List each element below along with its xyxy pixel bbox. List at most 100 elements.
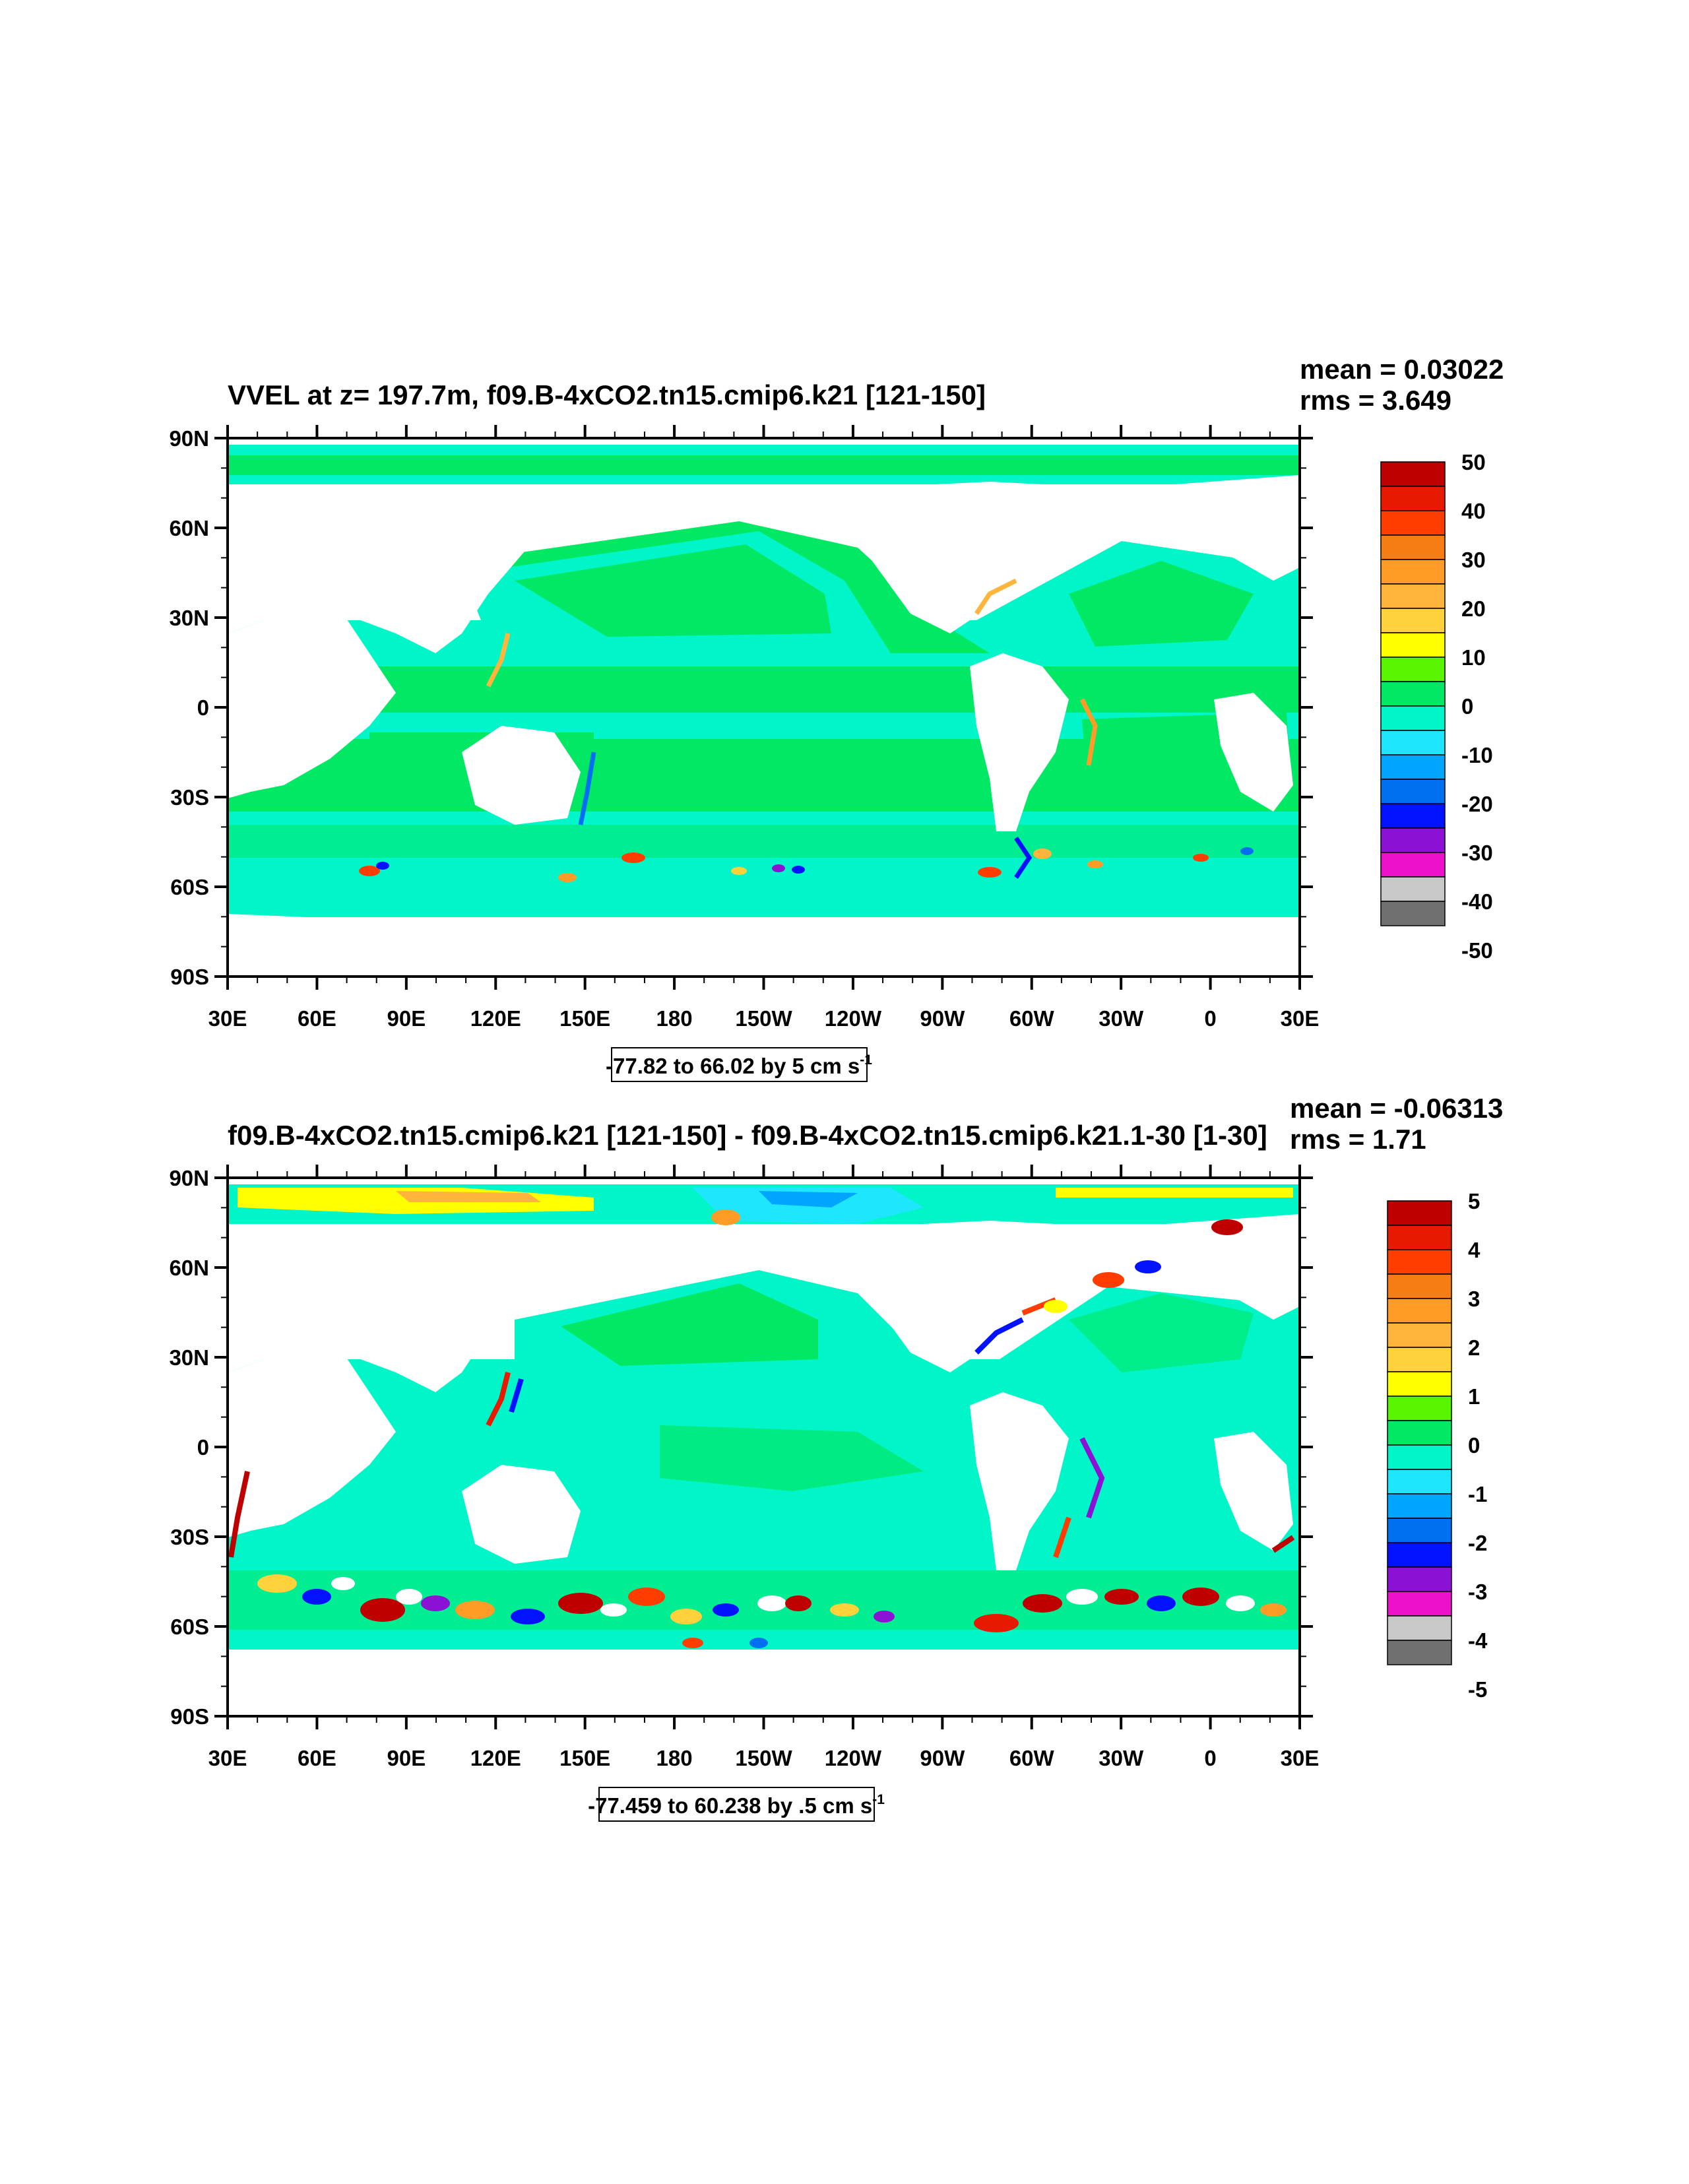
panel-bottom-info-sup: -1 <box>872 1792 885 1807</box>
colorbar-bottom-label: -1 <box>1468 1482 1487 1506</box>
bottom-lat-label: 0 <box>197 1435 209 1460</box>
bottom-lon-label: 30E <box>1281 1746 1320 1770</box>
bottom-lon-label: 90W <box>920 1746 965 1770</box>
colorbar-top-label: 50 <box>1461 450 1486 474</box>
colorbar-bottom-label: -3 <box>1468 1580 1487 1604</box>
colorbar-top-swatch <box>1380 705 1446 731</box>
colorbar-bottom-label: 5 <box>1468 1189 1480 1213</box>
colorbar-top-swatch <box>1380 754 1446 780</box>
colorbar-top-swatch <box>1380 901 1446 926</box>
colorbar-bottom-swatch <box>1387 1542 1452 1568</box>
colorbar-top-swatch <box>1380 461 1446 487</box>
colorbar-top-swatch <box>1380 632 1446 658</box>
bottom-lat-label: 90N <box>169 1166 209 1190</box>
bottom-lon-label: 60W <box>1009 1746 1055 1770</box>
colorbar-bottom: 5 4 3 2 1 0 -1 -2 -3 -4 -5 <box>1387 1189 1488 1702</box>
colorbar-top-label: -10 <box>1461 743 1493 767</box>
colorbar-top-swatch <box>1380 559 1446 585</box>
top-lon-label: 30E <box>1281 1006 1320 1031</box>
colorbar-bottom-swatch <box>1387 1493 1452 1519</box>
panel-bottom-mean: mean = -0.06313 <box>1290 1093 1503 1124</box>
panel-top-rms: rms = 3.649 <box>1300 385 1451 416</box>
colorbar-bottom-label: -2 <box>1468 1531 1487 1555</box>
colorbar-top-swatch <box>1380 779 1446 804</box>
top-lon-label: 150W <box>735 1006 792 1031</box>
panel-top: VVEL at z= 197.7m, f09.B-4xCO2.tn15.cmip… <box>169 354 1504 1082</box>
colorbar-top-swatch <box>1380 534 1446 560</box>
top-lon-label: 0 <box>1204 1006 1216 1031</box>
colorbar-bottom-swatch <box>1387 1615 1452 1641</box>
colorbar-bottom-label: 0 <box>1468 1433 1480 1458</box>
top-lon-label: 60E <box>298 1006 336 1031</box>
colorbar-top-swatch <box>1380 681 1446 707</box>
colorbar-top-swatch <box>1380 827 1446 853</box>
colorbar-top-swatch <box>1380 583 1446 609</box>
colorbar-top-swatch <box>1380 608 1446 633</box>
panel-top-info-box: -77.82 to 66.02 by 5 cm s-1 <box>606 1047 872 1082</box>
top-lon-label: 180 <box>656 1006 693 1031</box>
colorbar-top-swatch <box>1380 852 1446 878</box>
bottom-lat-label: 90S <box>170 1704 209 1729</box>
colorbar-bottom-swatch <box>1387 1200 1452 1226</box>
top-lon-label: 60W <box>1009 1006 1055 1031</box>
panel-top-mean: mean = 0.03022 <box>1300 354 1504 385</box>
bottom-lat-label: 30S <box>170 1525 209 1549</box>
colorbar-bottom-label: -5 <box>1468 1677 1487 1702</box>
bottom-lon-label: 150W <box>735 1746 792 1770</box>
svg-text:-77.459 to 60.238 by .5 cm s-1: -77.459 to 60.238 by .5 cm s-1 <box>588 1792 885 1818</box>
bottom-lat-label: 60S <box>170 1615 209 1639</box>
top-lat-label: 90S <box>170 965 209 989</box>
panel-top-title: VVEL at z= 197.7m, f09.B-4xCO2.tn15.cmip… <box>228 379 986 410</box>
top-lat-label: 30N <box>169 606 209 630</box>
panel-bottom-info-text: -77.459 to 60.238 by .5 cm s <box>588 1793 872 1818</box>
colorbar-top-swatch <box>1380 657 1446 682</box>
colorbar-bottom-swatch <box>1387 1298 1452 1324</box>
bottom-lat-label: 30N <box>169 1345 209 1370</box>
colorbar-bottom-label: 1 <box>1468 1384 1480 1409</box>
colorbar-top-label: -40 <box>1461 889 1493 914</box>
colorbar-top-swatch <box>1380 803 1446 829</box>
top-lat-label: 0 <box>197 695 209 720</box>
colorbar-bottom-label: -4 <box>1468 1628 1488 1653</box>
bottom-lat-label: 60N <box>169 1256 209 1280</box>
svg-text:-77.82 to 66.02 by 5 cm s-1: -77.82 to 66.02 by 5 cm s-1 <box>606 1052 872 1078</box>
top-lat-label: 60S <box>170 875 209 899</box>
panel-bottom: f09.B-4xCO2.tn15.cmip6.k21 [121-150] - f… <box>169 1093 1503 1822</box>
colorbar-bottom-swatch <box>1387 1273 1452 1299</box>
colorbar-top-label: 20 <box>1461 596 1486 621</box>
top-lat-label: 60N <box>169 516 209 540</box>
top-lon-label: 90W <box>920 1006 965 1031</box>
colorbar-bottom-swatch <box>1387 1518 1452 1543</box>
colorbar-top-swatch <box>1380 876 1446 902</box>
map-bottom <box>228 1178 1300 1716</box>
colorbar-top-label: -50 <box>1461 938 1493 963</box>
colorbar-top-label: 40 <box>1461 499 1486 523</box>
colorbar-top-label: -20 <box>1461 792 1493 816</box>
colorbar-bottom-label: 3 <box>1468 1287 1480 1311</box>
bottom-lon-label: 180 <box>656 1746 693 1770</box>
colorbar-bottom-swatch <box>1387 1249 1452 1275</box>
panel-bottom-title: f09.B-4xCO2.tn15.cmip6.k21 [121-150] - f… <box>228 1120 1267 1151</box>
colorbar-top-label: 10 <box>1461 645 1486 670</box>
panel-top-info-sup: -1 <box>860 1052 872 1068</box>
panel-top-info-text: -77.82 to 66.02 by 5 cm s <box>606 1054 860 1078</box>
bottom-lon-label: 30E <box>208 1746 247 1770</box>
bottom-lon-label: 150E <box>559 1746 610 1770</box>
bottom-lon-label: 60E <box>298 1746 336 1770</box>
map-top <box>228 438 1300 977</box>
colorbar-bottom-label: 2 <box>1468 1335 1480 1360</box>
map-top-ticks: 90N 60N 30N 0 30S 60S 90S 30E 60E 90E 120E 150E 180 1… <box>169 425 1319 1031</box>
bottom-lon-label: 90E <box>387 1746 426 1770</box>
colorbar-top-swatch <box>1380 510 1446 536</box>
top-lon-label: 150E <box>559 1006 610 1031</box>
map-bottom-ticks: 90N 60N 30N 0 30S 60S 90S 30E 60E 90E 120E 150E 180 1… <box>169 1165 1319 1770</box>
colorbar-bottom-swatch <box>1387 1420 1452 1446</box>
top-lat-label: 90N <box>169 426 209 451</box>
colorbar-bottom-swatch <box>1387 1322 1452 1348</box>
top-lon-label: 120W <box>825 1006 882 1031</box>
colorbar-bottom-swatch <box>1387 1640 1452 1665</box>
bottom-lon-label: 0 <box>1204 1746 1216 1770</box>
colorbar-top-swatch <box>1380 730 1446 755</box>
panel-bottom-rms: rms = 1.71 <box>1290 1124 1426 1155</box>
